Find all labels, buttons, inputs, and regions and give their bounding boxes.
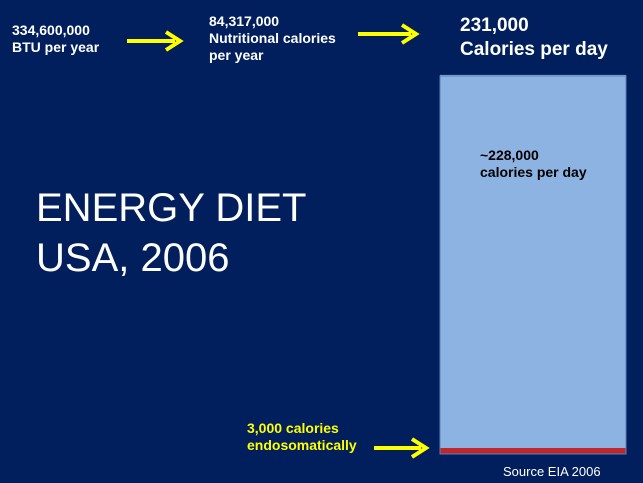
arrow-endo-to-bar — [374, 437, 430, 459]
title-line2: USA, 2006 — [36, 236, 230, 280]
nutritional-unit-line1: Nutritional calories — [209, 29, 336, 46]
daily-value: 231,000 — [460, 15, 529, 36]
endo-label: 3,000 calories endosomatically — [247, 420, 357, 454]
source-note: Source EIA 2006 — [503, 464, 601, 479]
nutritional-value: 84,317,000 — [209, 13, 280, 29]
bar-outline — [439, 75, 627, 455]
nutritional-label: 84,317,000 Nutritional calories per year — [209, 13, 336, 63]
btu-value: 334,600,000 — [12, 22, 90, 38]
inner-label: ~228,000 calories per day — [480, 147, 587, 181]
arrow-nutritional-to-daily — [358, 23, 420, 45]
arrow-btu-to-nutritional — [127, 30, 184, 52]
daily-label: 231,000 Calories per day — [460, 14, 608, 62]
title-line1: ENERGY DIET — [36, 186, 307, 230]
page-title: ENERGY DIET USA, 2006 — [36, 183, 306, 283]
inner-value: ~228,000 — [480, 147, 539, 163]
inner-unit: calories per day — [480, 163, 587, 180]
btu-unit: BTU per year — [12, 38, 100, 55]
bar-segment-endosomatic — [440, 448, 626, 454]
btu-label: 334,600,000 BTU per year — [12, 22, 99, 56]
endo-value: 3,000 calories — [247, 420, 339, 436]
nutritional-unit-line2: per year — [209, 46, 264, 63]
endo-unit: endosomatically — [247, 436, 357, 453]
daily-unit: Calories per day — [460, 39, 608, 61]
bar-segment-other — [440, 74, 626, 448]
